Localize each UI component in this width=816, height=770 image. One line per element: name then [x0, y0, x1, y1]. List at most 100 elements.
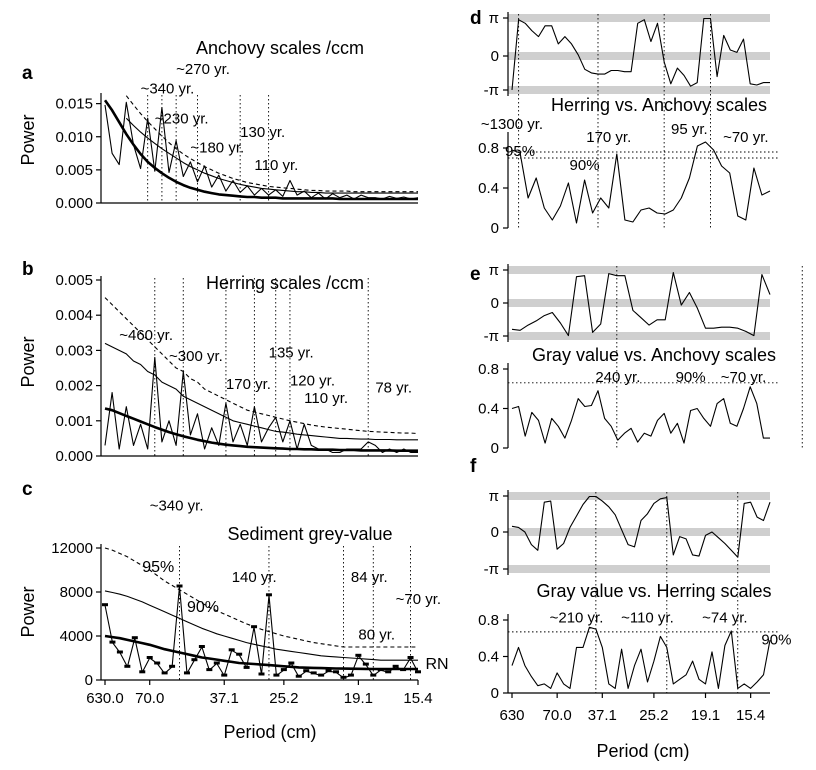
y-tick-label-b-3: 0.003 [55, 342, 93, 359]
series-line-a-1 [103, 99, 418, 201]
y-axis-label-b: Power [18, 336, 38, 387]
annotation-c-7: RN [425, 656, 448, 673]
data-point-c-40 [400, 668, 407, 672]
annotation-e-0: 240 yr. [595, 369, 640, 386]
phase-tick-label-e-0: π [489, 262, 499, 279]
chart-title-b: Herring scales /ccm [206, 273, 364, 293]
data-point-c-32 [340, 675, 347, 679]
x-tick-label-c-4: 19.1 [344, 690, 373, 707]
data-point-c-25 [288, 661, 295, 665]
phase-line-f [511, 495, 771, 558]
panel-c: c Sediment grey-value Power Period (cm) … [18, 479, 449, 742]
annotation-f-2: ~74 yr. [702, 610, 747, 627]
chart-title-a: Anchovy scales /ccm [196, 38, 364, 58]
annotation-e-1: 90% [676, 369, 706, 386]
y-tick-label-a-0: 0.000 [55, 195, 93, 212]
data-point-c-42 [415, 670, 421, 674]
data-point-c-0 [102, 603, 108, 607]
data-point-c-26 [295, 674, 302, 678]
data-point-c-37 [377, 668, 384, 672]
phase-tick-label-d-0: π [489, 10, 499, 27]
annotation-f-3: 90% [761, 632, 791, 649]
data-point-c-33 [347, 673, 354, 677]
data-point-c-13 [198, 645, 205, 648]
data-point-c-5 [139, 670, 146, 674]
data-point-c-41 [407, 656, 414, 659]
panel-label-a: a [22, 63, 33, 84]
plot-area-d: π 0 -π 0.8 0.4 0 ~1300 yr. 95% 170 yr. 90% 95 yr. ~… [478, 10, 778, 237]
annotation-d-1: 95% [505, 143, 535, 160]
annotation-c-4: 84 yr. [351, 569, 388, 586]
phase-band-d-1 [508, 52, 770, 60]
x-tick-label-c-2: 37.1 [210, 690, 239, 707]
coherence-tick-label-e-0: 0.8 [478, 361, 499, 378]
annotation-f-0: ~210 yr. [550, 610, 604, 627]
x-tick-label-f-2: 37.1 [588, 707, 617, 724]
data-point-c-22 [265, 593, 272, 597]
x-tick-label-c-0: 630.0 [86, 690, 124, 707]
data-point-c-19 [243, 665, 250, 669]
data-point-c-8 [161, 671, 168, 675]
plot-area-a: 0.000 0.005 0.010 0.015 ~270 yr. ~340 yr. ~230… [55, 61, 419, 212]
annotation-c-5: 80 yr. [358, 626, 395, 643]
data-point-c-10 [176, 584, 183, 588]
series-line-c-1 [104, 634, 418, 671]
annotation-f-1: ~110 yr. [621, 610, 674, 627]
y-tick-label-b-0: 0.000 [55, 448, 93, 465]
data-point-c-2 [116, 650, 123, 654]
phase-tick-label-d-2: -π [484, 82, 499, 99]
y-tick-label-b-5: 0.005 [55, 272, 93, 289]
data-point-c-38 [385, 670, 392, 674]
annotation-b-6: 78 yr. [375, 380, 412, 397]
data-point-c-17 [228, 648, 235, 652]
panel-label-c: c [22, 479, 33, 500]
phase-band-e-2 [508, 332, 770, 340]
series-line-c-3 [104, 547, 418, 648]
annotation-b-2: 135 yr. [269, 344, 314, 361]
y-tick-label-b-2: 0.002 [55, 378, 93, 395]
panel-label-b: b [22, 259, 34, 280]
coherence-tick-label-d-2: 0 [491, 220, 499, 237]
chart-title-c: Sediment grey-value [227, 524, 392, 544]
x-tick-label-c-3: 25.2 [269, 690, 298, 707]
phase-tick-label-f-0: π [489, 488, 499, 505]
annotation-c-3: 140 yr. [232, 569, 277, 586]
y-tick-label-a-3: 0.015 [55, 96, 93, 113]
coherence-tick-label-f-1: 0.4 [478, 649, 499, 666]
coherence-line-e [511, 386, 770, 444]
plot-area-e: π 0 -π 0.8 0.4 0 240 yr. 90% ~70 yr. [478, 262, 803, 457]
phase-line-d [511, 17, 770, 90]
coherence-tick-label-d-0: 0.8 [478, 140, 499, 157]
data-point-c-31 [333, 670, 340, 674]
y-tick-label-c-2: 8000 [60, 584, 93, 601]
annotation-b-0: ~460 yr. [119, 327, 173, 344]
phase-band-f-2 [508, 565, 770, 573]
panel-label-e: e [470, 264, 481, 285]
data-point-c-18 [236, 652, 243, 656]
annotation-d-3: 90% [570, 157, 600, 174]
annotation-c-0: ~340 yr. [150, 498, 204, 515]
x-tick-label-f-1: 70.0 [543, 707, 572, 724]
data-point-c-39 [392, 664, 399, 668]
annotation-a-3: ~180 yr. [190, 140, 244, 157]
annotation-b-1: ~300 yr. [169, 348, 223, 365]
coherence-tick-label-e-2: 0 [491, 440, 499, 457]
annotation-a-1: ~340 yr. [141, 81, 195, 98]
panel-b: b Herring scales /ccm Power 0.0000.0010.… [18, 259, 419, 465]
data-point-c-15 [213, 661, 220, 665]
annotation-c-2: 90% [187, 599, 219, 616]
y-tick-label-c-3: 12000 [51, 540, 93, 557]
annotation-a-2: ~230 yr. [155, 111, 209, 128]
plot-area-c: 0 4000 8000 12000 630.0 70.0 37.1 25.2 19.1 15.4 ~… [51, 498, 448, 707]
x-axis-label-f: Period (cm) [596, 741, 689, 761]
data-point-c-11 [183, 671, 190, 675]
x-tick-label-f-4: 19.1 [691, 707, 720, 724]
series-line-b-2 [104, 342, 418, 441]
phase-band-e-1 [508, 299, 770, 307]
data-point-c-3 [124, 664, 131, 668]
annotation-d-5: ~70 yr. [723, 129, 768, 146]
plot-area-b: 0.000 0.001 0.002 0.003 0.004 0.005 ~460 yr. ~3… [55, 272, 419, 465]
x-tick-label-f-5: 15.4 [736, 707, 765, 724]
coherence-tick-label-e-1: 0.4 [478, 401, 499, 418]
